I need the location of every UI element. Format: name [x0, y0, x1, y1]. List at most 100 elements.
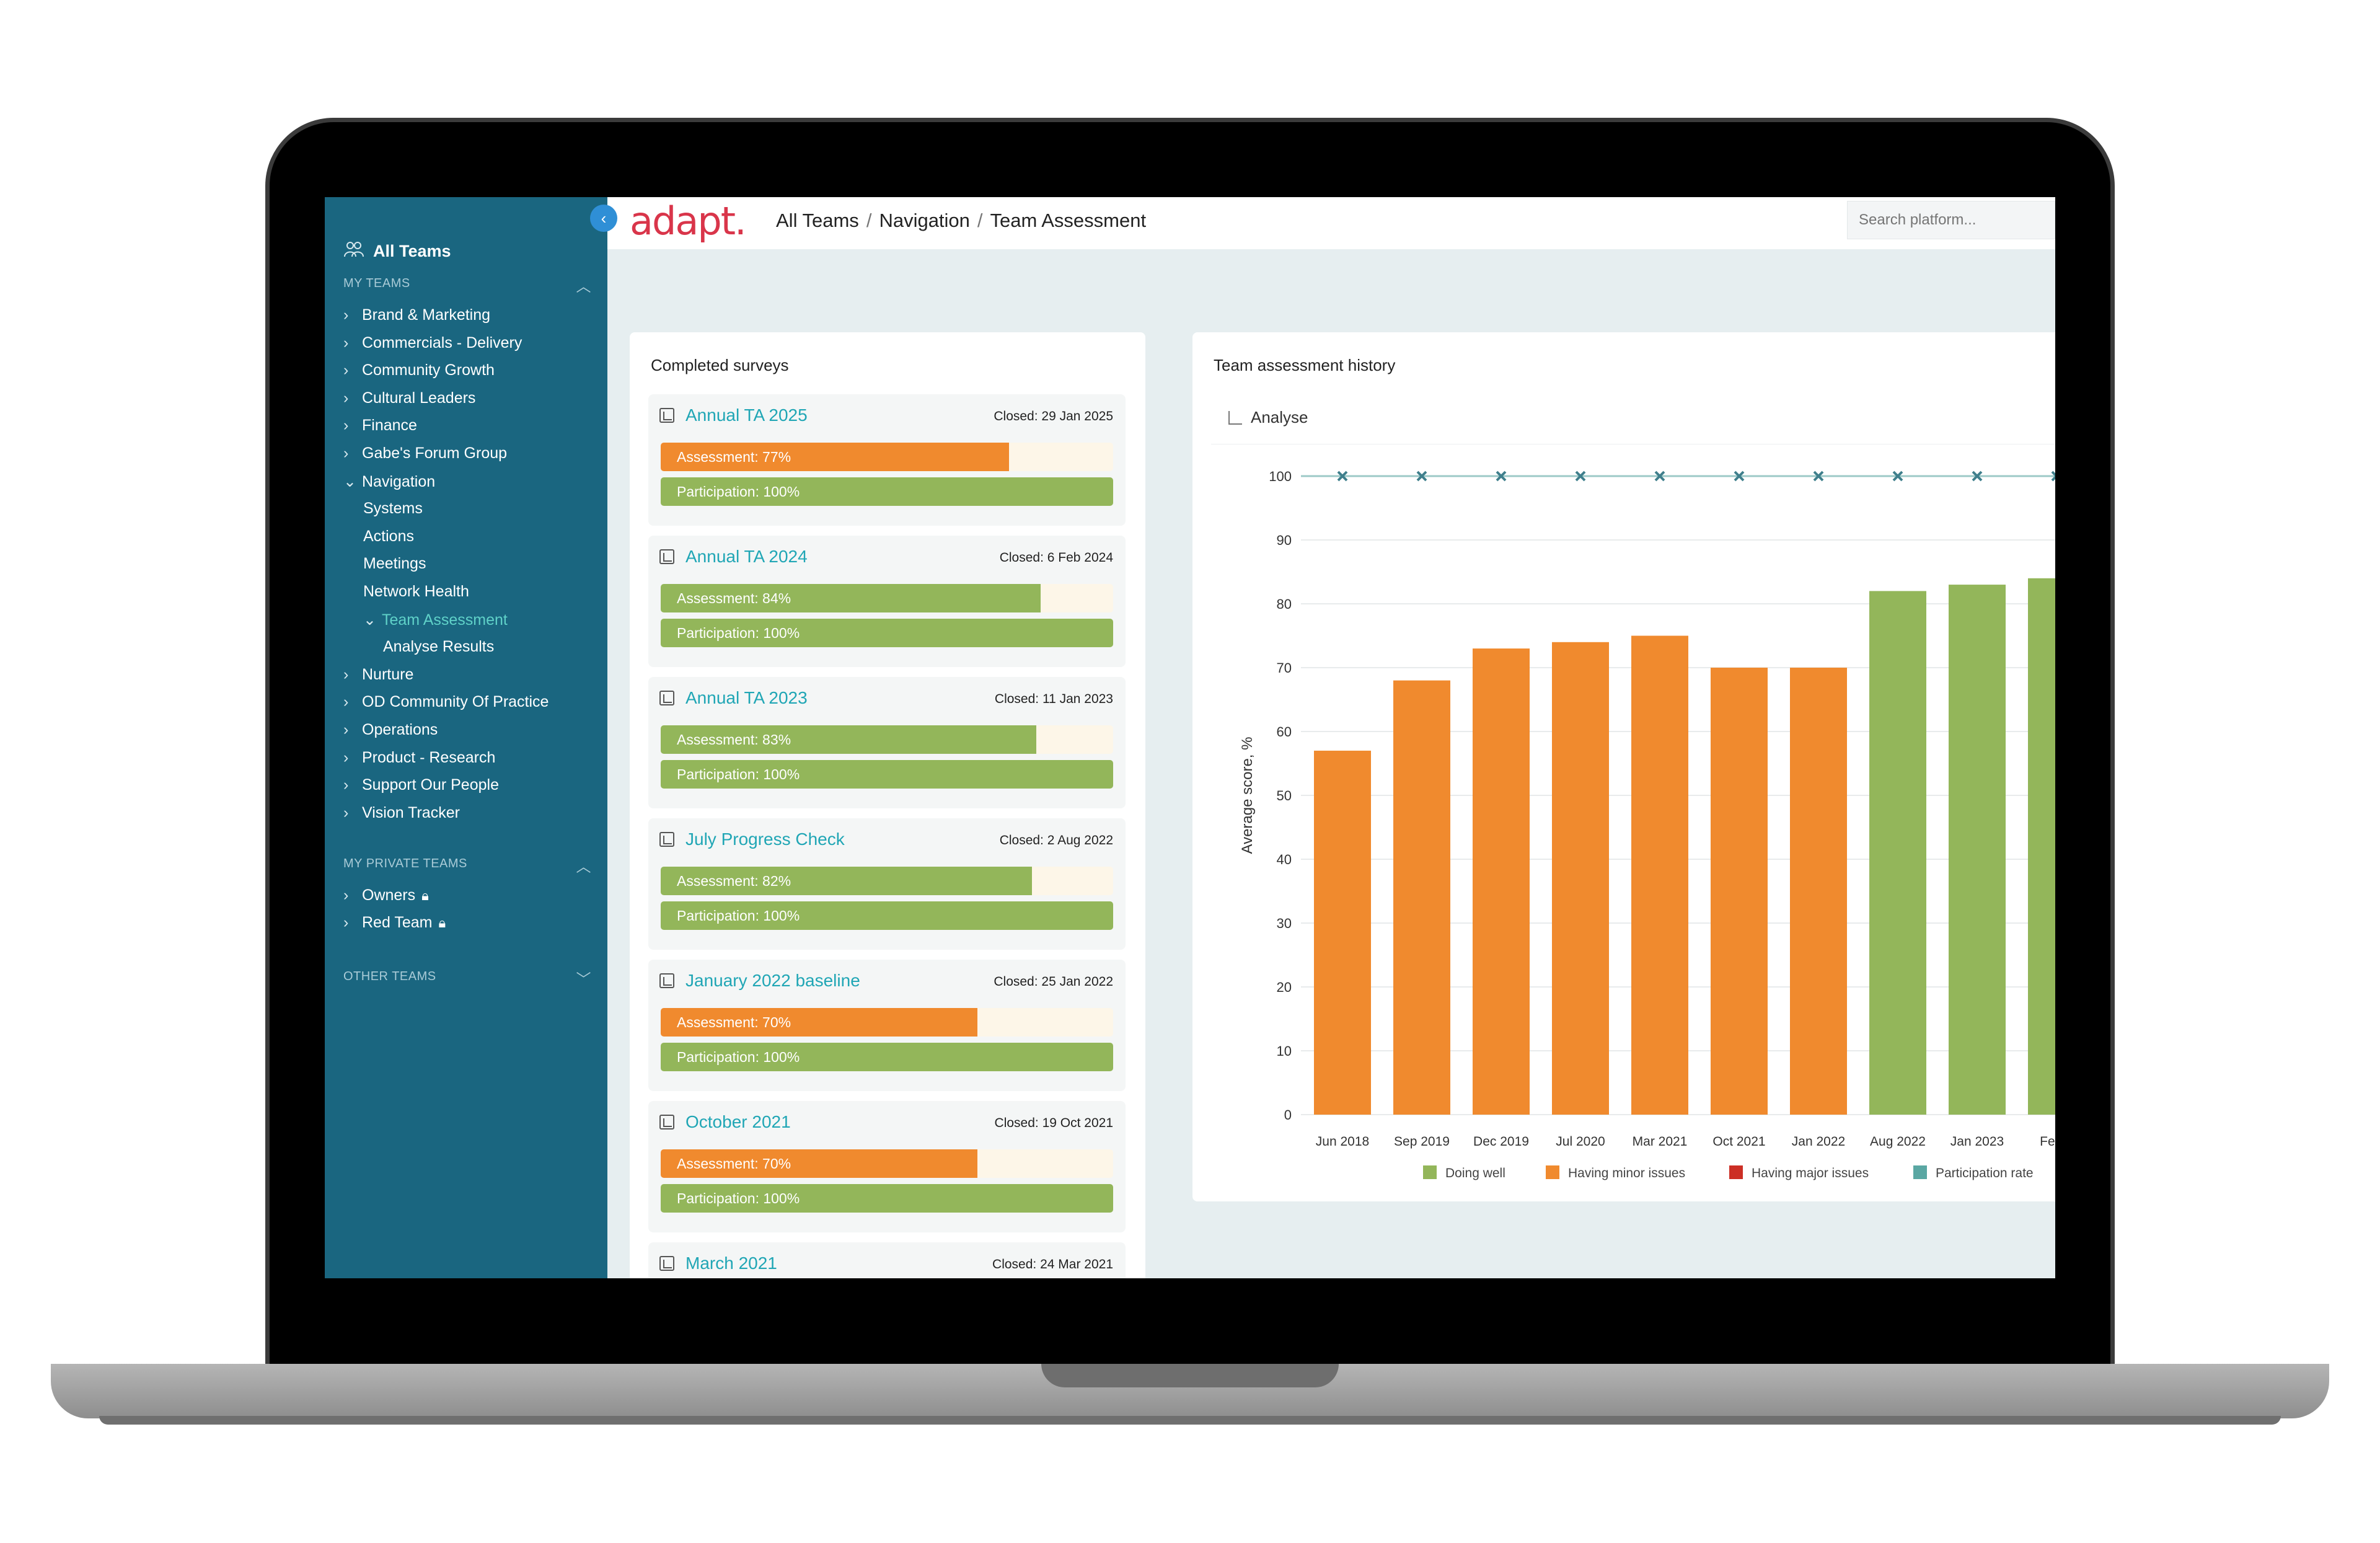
survey-name[interactable]: Annual TA 2023 — [685, 688, 808, 707]
y-tick-label: 80 — [1277, 596, 1292, 612]
sidebar-item-label: Analyse Results — [383, 638, 495, 656]
sidebar-item[interactable]: Meetings — [363, 555, 426, 573]
chevron-right-icon: › — [343, 886, 349, 904]
chart-bar — [1473, 648, 1530, 1115]
chevron-up-icon[interactable]: ︿ — [576, 859, 591, 875]
participation-point — [1654, 471, 1665, 482]
sidebar-item[interactable]: › Vision Tracker — [343, 804, 460, 822]
chart-bar — [1711, 668, 1768, 1115]
all-teams-link[interactable]: All Teams — [343, 241, 451, 262]
chevron-right-icon: › — [343, 389, 349, 407]
sidebar-item[interactable]: › OD Community Of Practice — [343, 693, 549, 711]
sidebar-item[interactable]: › Product - Research — [343, 749, 495, 767]
survey-card[interactable]: Annual TA 2025 Closed: 29 Jan 2025 Assessm… — [648, 394, 1126, 526]
sidebar-item[interactable]: Actions — [363, 528, 414, 546]
sidebar-item[interactable]: › Operations — [343, 721, 438, 739]
assessment-fill — [661, 584, 1041, 612]
analyse-button[interactable]: Analyse — [1228, 408, 1308, 427]
participation-point — [2051, 471, 2055, 482]
sidebar-item-label: Nurture — [362, 665, 414, 683]
chart-bar — [1314, 750, 1371, 1115]
sidebar-item-label: Network Health — [363, 583, 469, 600]
sidebar-item[interactable]: › Brand & Marketing — [343, 306, 490, 324]
chevron-right-icon: › — [343, 721, 349, 738]
sidebar-item-label: Meetings — [363, 555, 426, 573]
sidebar-item[interactable]: › Commercials - Delivery — [343, 334, 522, 352]
sidebar-private-item[interactable]: › Owners 🔒︎ — [343, 886, 429, 904]
sidebar-item-label: Navigation — [362, 472, 436, 490]
chart-bar — [1631, 635, 1688, 1115]
assessment-bar: Assessment: 82% — [661, 867, 1113, 895]
search-input[interactable] — [1847, 201, 2055, 239]
private-teams-label: MY PRIVATE TEAMS — [343, 857, 467, 870]
x-tick-label: Jan 2023 — [1950, 1134, 2004, 1149]
survey-name[interactable]: March 2021 — [685, 1253, 777, 1273]
sidebar-private-item[interactable]: › Red Team 🔒︎ — [343, 914, 446, 932]
sidebar-item[interactable]: ⌄ Team Assessment — [363, 611, 508, 629]
chevron-right-icon: › — [343, 361, 349, 379]
sidebar-collapse-button[interactable]: ‹ — [590, 205, 617, 232]
y-tick-label: 10 — [1277, 1043, 1292, 1059]
survey-closed-date: Closed: 19 Oct 2021 — [994, 1116, 1113, 1130]
participation-point — [1337, 471, 1348, 482]
survey-name[interactable]: July Progress Check — [685, 829, 845, 849]
survey-closed-date: Closed: 25 Jan 2022 — [994, 975, 1113, 989]
survey-card[interactable]: March 2021 Closed: 24 Mar 2021 — [648, 1242, 1126, 1278]
sidebar-item-label: Gabe's Forum Group — [362, 444, 508, 462]
chart-bar — [2028, 578, 2055, 1115]
y-tick-label: 90 — [1277, 533, 1292, 548]
x-tick-label: Dec 2019 — [1473, 1134, 1529, 1149]
sidebar-item-label: Brand & Marketing — [362, 306, 491, 324]
completed-surveys-title: Completed surveys — [651, 356, 789, 374]
top-header: adapt. All Teams / Navigation / Team Assessm… — [607, 197, 2055, 249]
my-teams-header[interactable]: MY TEAMS ︿ — [343, 276, 591, 295]
survey-card[interactable]: July Progress Check Closed: 2 Aug 2022 Ass… — [648, 818, 1126, 950]
breadcrumb-navigation[interactable]: Navigation — [879, 210, 970, 231]
sidebar-item[interactable]: › Support Our People — [343, 776, 499, 794]
y-tick-label: 30 — [1277, 916, 1292, 931]
legend-swatch — [1546, 1165, 1559, 1179]
x-tick-label: Aug 2022 — [1870, 1134, 1926, 1149]
breadcrumb: All Teams / Navigation / Team Assessment — [776, 210, 1147, 231]
survey-closed-date: Closed: 6 Feb 2024 — [999, 550, 1113, 565]
other-teams-header[interactable]: OTHER TEAMS ﹀ — [343, 970, 591, 988]
survey-name[interactable]: January 2022 baseline — [685, 971, 860, 990]
participation-label: Participation: 100% — [677, 908, 800, 924]
assessment-fill — [661, 1149, 977, 1178]
participation-fill — [661, 619, 1113, 647]
sidebar-item[interactable]: › Gabe's Forum Group — [343, 444, 507, 462]
survey-card[interactable]: Annual TA 2024 Closed: 6 Feb 2024 Assessme… — [648, 536, 1126, 667]
chevron-up-icon[interactable]: ︿ — [576, 278, 591, 295]
participation-bar: Participation: 100% — [661, 619, 1113, 647]
breadcrumb-all-teams[interactable]: All Teams — [776, 210, 859, 231]
sidebar-item[interactable]: › Nurture — [343, 666, 413, 684]
participation-point — [1734, 471, 1745, 482]
assessment-bar: Assessment: 84% — [661, 584, 1113, 612]
sidebar-item[interactable]: Analyse Results — [383, 638, 494, 656]
sidebar-item[interactable]: › Cultural Leaders — [343, 389, 475, 407]
assessment-fill — [661, 443, 1010, 471]
sidebar-item[interactable]: Network Health — [363, 583, 469, 601]
survey-name[interactable]: Annual TA 2024 — [685, 547, 808, 566]
survey-name[interactable]: October 2021 — [685, 1112, 791, 1131]
participation-fill — [661, 477, 1113, 506]
survey-card[interactable]: January 2022 baseline Closed: 25 Jan 2022… — [648, 960, 1126, 1091]
sidebar-item[interactable]: › Finance — [343, 417, 417, 435]
sidebar-item[interactable]: ⌄ Navigation — [343, 472, 435, 491]
chevron-down-icon[interactable]: ﹀ — [576, 971, 591, 988]
adapt-logo[interactable]: adapt. — [630, 198, 747, 244]
chevron-right-icon: › — [343, 803, 349, 821]
x-tick-label: Jul 2020 — [1556, 1134, 1605, 1149]
participation-bar: Participation: 100% — [661, 1184, 1113, 1213]
chevron-down-icon: ⌄ — [343, 472, 356, 490]
legend-label: Doing well — [1445, 1166, 1505, 1180]
private-teams-header[interactable]: MY PRIVATE TEAMS ︿ — [343, 857, 591, 875]
participation-bar: Participation: 100% — [661, 477, 1113, 506]
survey-card[interactable]: October 2021 Closed: 19 Oct 2021 Assessmen… — [648, 1101, 1126, 1232]
survey-closed-date: Closed: 11 Jan 2023 — [994, 692, 1113, 706]
sidebar-item[interactable]: › Community Growth — [343, 361, 495, 379]
survey-card[interactable]: Annual TA 2023 Closed: 11 Jan 2023 Assessm… — [648, 677, 1126, 808]
survey-icon — [659, 1256, 674, 1271]
sidebar-item[interactable]: Systems — [363, 500, 423, 518]
survey-name[interactable]: Annual TA 2025 — [685, 405, 808, 425]
